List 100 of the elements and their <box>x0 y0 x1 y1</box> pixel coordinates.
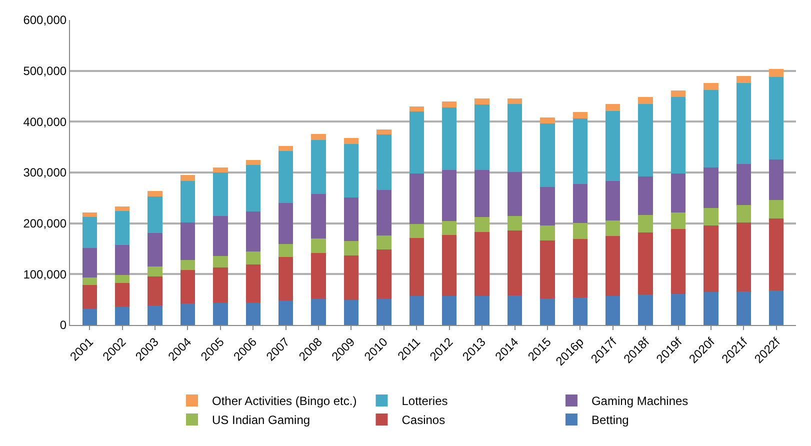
bar <box>704 208 718 226</box>
bar <box>114 307 130 325</box>
bar <box>540 240 555 299</box>
bar <box>442 170 457 221</box>
bar <box>278 203 294 244</box>
bar <box>474 104 490 170</box>
bar <box>180 175 196 182</box>
bar <box>572 118 588 184</box>
bar <box>344 255 359 300</box>
bar <box>572 112 588 119</box>
bar <box>736 83 752 164</box>
bar <box>278 244 294 257</box>
bar <box>606 104 620 111</box>
bar <box>311 134 326 140</box>
bar <box>606 220 620 236</box>
bar <box>148 276 162 306</box>
bar <box>474 296 490 325</box>
bar <box>409 296 424 325</box>
bar <box>540 225 555 241</box>
y-tick-label: 200,000 <box>23 216 67 231</box>
bar <box>278 256 294 301</box>
bar <box>507 104 522 172</box>
bar <box>670 90 686 97</box>
y-tick-label: 500,000 <box>23 64 67 78</box>
bar <box>638 215 653 232</box>
bar <box>442 107 457 170</box>
bar <box>540 298 555 325</box>
bar <box>311 140 326 194</box>
bar <box>311 252 326 300</box>
bar <box>638 104 653 177</box>
bar <box>246 264 260 304</box>
bar <box>474 232 490 296</box>
bar <box>344 144 359 198</box>
bar <box>442 220 457 236</box>
bar <box>474 170 490 218</box>
bar <box>670 228 686 294</box>
bar <box>769 68 784 77</box>
bar <box>572 184 588 223</box>
bar <box>670 96 686 174</box>
y-tick-label: 100,000 <box>23 267 67 282</box>
y-tick-label: 400,000 <box>23 114 67 129</box>
bar <box>376 129 392 134</box>
bar <box>82 308 97 325</box>
bar <box>148 306 162 325</box>
bar <box>736 222 752 292</box>
bar <box>638 96 653 104</box>
bar <box>246 160 260 165</box>
bar <box>180 260 196 270</box>
bar <box>213 256 228 268</box>
bar <box>769 159 784 200</box>
bar <box>376 236 392 250</box>
bar <box>311 238 326 253</box>
bar <box>769 218 784 290</box>
bar <box>213 167 228 172</box>
bar <box>507 172 522 216</box>
bar <box>507 216 522 230</box>
bar <box>311 299 326 325</box>
bar <box>82 212 97 218</box>
bar <box>311 194 326 239</box>
bar <box>704 83 718 90</box>
bar <box>376 190 392 236</box>
bar <box>507 296 522 325</box>
bar <box>769 76 784 160</box>
bar <box>180 222 196 260</box>
bar <box>148 190 162 196</box>
legend-label: Gaming Machines <box>591 394 688 408</box>
bar <box>114 275 130 283</box>
legend-label: Other Activities (Bingo etc.) <box>212 394 357 408</box>
bar <box>82 278 97 285</box>
bar <box>114 211 130 246</box>
bar <box>82 248 97 278</box>
legend-label: Lotteries <box>402 394 448 408</box>
bar <box>704 292 718 325</box>
bar <box>606 110 620 182</box>
bar <box>114 245 130 276</box>
bar <box>474 98 490 104</box>
bar <box>246 212 260 252</box>
bar <box>442 296 457 325</box>
bar <box>376 249 392 300</box>
y-tick-label: 0 <box>60 318 67 332</box>
bar <box>540 187 555 226</box>
bar <box>180 304 196 325</box>
bar <box>278 151 294 203</box>
bar <box>606 181 620 220</box>
bar <box>344 300 359 325</box>
bar <box>736 291 752 325</box>
bar <box>278 146 294 152</box>
bar <box>213 303 228 325</box>
bar <box>769 200 784 218</box>
legend-label: Casinos <box>402 413 446 428</box>
bar <box>736 164 752 206</box>
bar <box>409 112 424 174</box>
bar <box>82 284 97 309</box>
bar <box>736 205 752 222</box>
bar <box>442 101 457 108</box>
bar <box>180 270 196 304</box>
bar <box>606 236 620 296</box>
bar <box>376 299 392 325</box>
bar <box>148 196 162 233</box>
bar <box>769 290 784 325</box>
